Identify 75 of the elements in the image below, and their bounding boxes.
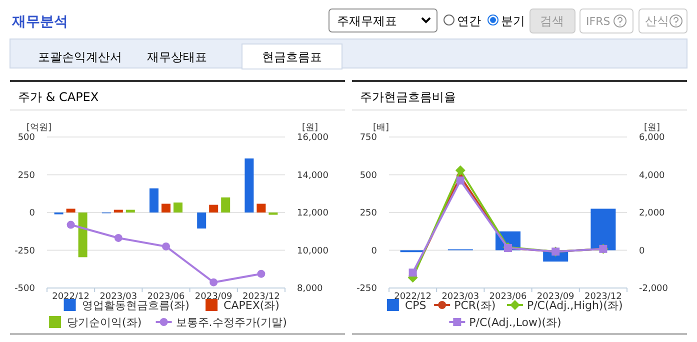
y-tick-label: -250 xyxy=(356,284,378,294)
text: 연간 xyxy=(457,14,481,28)
x-tick-label: 2022/12 xyxy=(52,292,90,302)
bar xyxy=(126,210,135,212)
y-tick-label: 500 xyxy=(360,170,378,181)
legend-label: CAPEX(좌) xyxy=(224,299,280,312)
y-axis-title: [배] xyxy=(372,123,390,133)
x-tick-label: 2023/03 xyxy=(100,292,138,302)
y2-tick-label: 6,000 xyxy=(639,133,666,143)
text: 재무분석 xyxy=(11,14,68,30)
text: 검색 xyxy=(540,14,564,28)
point xyxy=(114,234,122,242)
text: 분기 xyxy=(501,14,525,28)
point xyxy=(210,278,218,286)
x-tick-label: 2023/09 xyxy=(536,292,575,302)
y2-axis-title: [원] xyxy=(302,123,318,133)
text: IFRS xyxy=(586,15,610,28)
bar xyxy=(114,210,123,212)
bar xyxy=(66,208,76,212)
y2-tick-label: 4,000 xyxy=(639,170,666,181)
y-tick-label: 250 xyxy=(18,170,36,181)
x-tick-label: 2023/12 xyxy=(242,292,280,302)
bar xyxy=(256,204,266,212)
x-tick-label: 2023/06 xyxy=(489,292,527,302)
y-tick-label: 750 xyxy=(360,133,378,143)
point xyxy=(257,270,266,278)
bar xyxy=(221,197,230,212)
y-tick-label: 0 xyxy=(371,246,378,256)
text: 포괄손익계산서 xyxy=(38,50,122,64)
point xyxy=(456,176,464,184)
legend-label: CPS xyxy=(404,299,426,312)
bar xyxy=(162,204,170,212)
point xyxy=(455,165,466,176)
bar xyxy=(197,212,206,229)
y2-tick-label: 14,000 xyxy=(297,170,329,181)
chart-title: 주가 & CAPEX xyxy=(18,90,99,104)
legend-label: 영업활동현금흐름(좌) xyxy=(82,299,190,312)
y-tick-label: 0 xyxy=(29,208,36,218)
bar xyxy=(244,158,254,212)
y-tick-label: -250 xyxy=(14,246,36,256)
bar xyxy=(150,188,158,212)
y2-tick-label: 10,000 xyxy=(297,246,329,256)
chart-title: 주가현금흐름비율 xyxy=(360,90,456,104)
y2-tick-label: 16,000 xyxy=(297,133,329,143)
y-axis-title: [억원] xyxy=(26,123,52,133)
legend-label: PCR(좌) xyxy=(454,299,496,312)
y-tick-label: 250 xyxy=(360,208,378,218)
text: 산식 xyxy=(645,14,669,28)
point xyxy=(162,242,170,250)
y2-axis-title: [원] xyxy=(644,123,660,133)
text: 현금흐름표 xyxy=(262,50,322,64)
x-tick-label: 2023/09 xyxy=(194,292,233,302)
x-tick-label: 2023/12 xyxy=(584,292,622,302)
x-tick-label: 2023/03 xyxy=(442,292,480,302)
bar xyxy=(78,212,88,258)
y2-tick-label: -2,000 xyxy=(639,284,668,294)
bar xyxy=(174,202,182,212)
legend-label: 보통주.수정주가(기말) xyxy=(176,316,287,329)
y-tick-label: -500 xyxy=(14,284,36,294)
point xyxy=(408,268,417,277)
text: 재무상태표 xyxy=(147,50,207,64)
legend-label: 당기순이익(좌) xyxy=(67,316,142,329)
x-tick-label: 2022/12 xyxy=(394,292,432,302)
y2-tick-label: 0 xyxy=(639,246,645,256)
bar xyxy=(590,208,616,250)
text: 주재무제표 xyxy=(337,14,397,28)
y2-tick-label: 12,000 xyxy=(297,208,329,218)
legend-label: P/C(Adj.,Low)(좌) xyxy=(469,316,562,329)
legend-label: P/C(Adj.,High)(좌) xyxy=(526,299,623,312)
y-tick-label: 500 xyxy=(18,133,36,143)
bar xyxy=(209,204,218,212)
y2-tick-label: 2,000 xyxy=(639,208,666,218)
x-tick-label: 2023/06 xyxy=(147,292,185,302)
point xyxy=(66,220,75,229)
y2-tick-label: 8,000 xyxy=(297,284,324,294)
